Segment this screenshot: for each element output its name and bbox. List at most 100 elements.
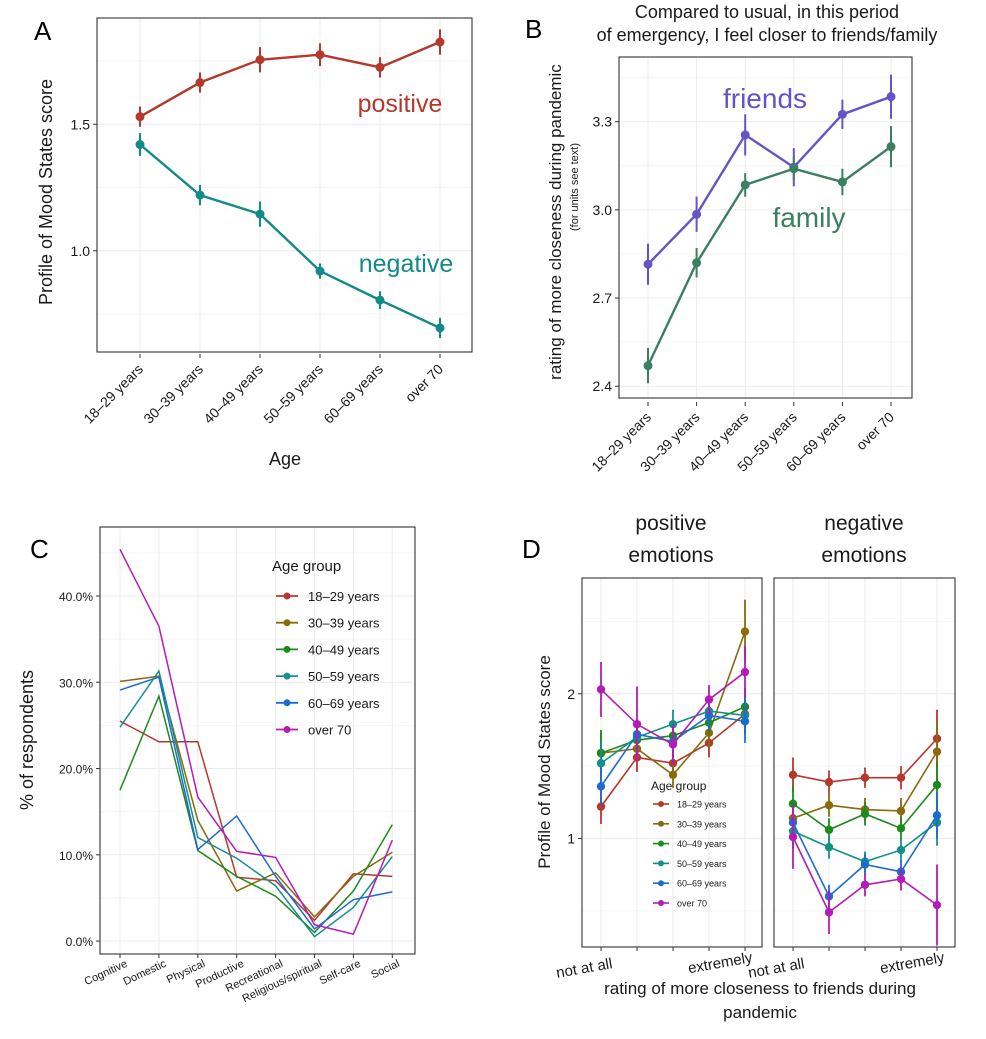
a-x-axis-label: Age — [269, 449, 301, 469]
data-point — [896, 824, 906, 833]
data-point — [824, 777, 834, 787]
series-line-40–49 years — [119, 693, 393, 934]
data-point — [315, 50, 325, 60]
data-point — [135, 140, 145, 150]
c-legend-label: 60–69 years — [308, 696, 380, 711]
data-point — [692, 209, 702, 219]
data-point — [932, 900, 942, 910]
d-legend-key-point — [658, 840, 664, 847]
data-point — [932, 780, 942, 790]
data-point — [860, 880, 870, 889]
y-tick-label: 40.0% — [59, 590, 93, 604]
c-x-tick-label: Social — [369, 958, 401, 982]
data-point — [195, 78, 205, 88]
c-legend-label: 50–59 years — [308, 669, 380, 684]
d-facet-title-line-2: emotions — [628, 544, 713, 567]
data-point — [860, 809, 870, 819]
d-x-axis-label-line-2: pandemic — [723, 1003, 797, 1022]
a-y-axis-label: Profile of Mood States score — [36, 79, 56, 305]
d-facet-title-line-1: positive — [635, 512, 706, 535]
data-point — [837, 109, 847, 119]
c-x-tick-label: Cognitive — [83, 958, 130, 988]
c-legend-key-point — [283, 645, 291, 653]
data-point — [896, 845, 906, 855]
series-line-positive — [139, 40, 441, 118]
data-point — [860, 860, 870, 869]
data-point — [837, 177, 847, 187]
data-point — [375, 295, 385, 305]
data-point — [375, 62, 385, 72]
data-point — [435, 37, 445, 47]
y-tick-label: 1.0 — [71, 243, 91, 259]
series-line-family — [646, 145, 892, 367]
c-x-tick-label: Domestic — [122, 958, 169, 988]
d-legend-key-point — [658, 900, 664, 906]
data-point — [668, 740, 678, 749]
y-tick-label: 3.0 — [593, 202, 613, 218]
data-point — [596, 782, 606, 791]
data-point — [135, 112, 145, 122]
a-x-tick-label: 40–49 years — [200, 361, 266, 427]
data-point — [740, 627, 750, 636]
data-point — [704, 695, 714, 704]
data-point — [315, 266, 325, 276]
data-point — [932, 747, 942, 756]
a-x-tick-label: 30–39 years — [140, 361, 206, 427]
data-point — [896, 874, 906, 884]
b-title-line-2: of emergency, I feel closer to friends/f… — [597, 25, 938, 45]
data-point — [788, 770, 798, 779]
d-x-tick-label-high: extremely — [879, 949, 946, 977]
d-facet-title-line-1: negative — [824, 512, 903, 535]
c-legend-key-point — [283, 672, 291, 680]
y-tick-label: 2 — [567, 686, 575, 702]
c-legend-key-point — [283, 592, 291, 600]
c-legend-label: 40–49 years — [308, 642, 380, 657]
data-point — [704, 711, 714, 720]
panel-label-b: B — [525, 14, 542, 44]
data-point — [789, 164, 799, 174]
series-line-60–69 years — [119, 676, 393, 931]
y-tick-label: 30.0% — [59, 676, 93, 690]
series-line-30–39 years — [119, 675, 393, 919]
series-line-50–59 years — [119, 669, 393, 938]
data-point — [896, 806, 906, 816]
data-point — [788, 799, 798, 808]
panel-label-a: A — [34, 16, 52, 46]
y-tick-label: 0.0% — [66, 935, 94, 949]
d-y-axis-label: Profile of Mood States score — [535, 655, 554, 869]
c-legend-title: Age group — [272, 558, 341, 575]
d-legend-key-point — [658, 820, 664, 827]
data-point — [740, 130, 750, 140]
b-y-axis-label: rating of more closeness during pandemic — [546, 64, 565, 380]
d-legend-key-point — [658, 880, 664, 887]
d-legend-label: 40–49 years — [677, 839, 727, 849]
data-point — [740, 180, 750, 190]
panel-label-d: D — [522, 534, 541, 564]
b-series-label-family: family — [772, 202, 845, 233]
data-point — [932, 811, 942, 820]
panel-border — [581, 577, 763, 948]
series-line-18–29 years — [119, 720, 393, 922]
c-x-tick-label: Self-care — [318, 958, 363, 987]
y-tick-label: 20.0% — [59, 763, 93, 777]
data-point — [824, 908, 834, 917]
d-legend-label: 50–59 years — [677, 859, 727, 869]
data-point — [740, 717, 750, 726]
data-point — [824, 842, 834, 852]
c-legend-label: 18–29 years — [308, 589, 380, 604]
series-line-negative — [139, 143, 441, 330]
data-point — [435, 323, 445, 333]
data-point — [632, 719, 642, 729]
data-point — [596, 802, 606, 811]
d-legend-label: 60–69 years — [677, 879, 727, 889]
d-facet-title-line-2: emotions — [821, 544, 906, 567]
d-x-tick-label-high: extremely — [687, 949, 754, 977]
data-point — [643, 259, 653, 269]
a-x-tick-label: 60–69 years — [320, 361, 386, 427]
d-legend-key-point — [658, 801, 664, 807]
data-point — [788, 832, 798, 842]
a-series-label-positive: positive — [358, 90, 443, 118]
panel-border — [96, 17, 473, 353]
b-series-label-friends: friends — [723, 83, 807, 114]
